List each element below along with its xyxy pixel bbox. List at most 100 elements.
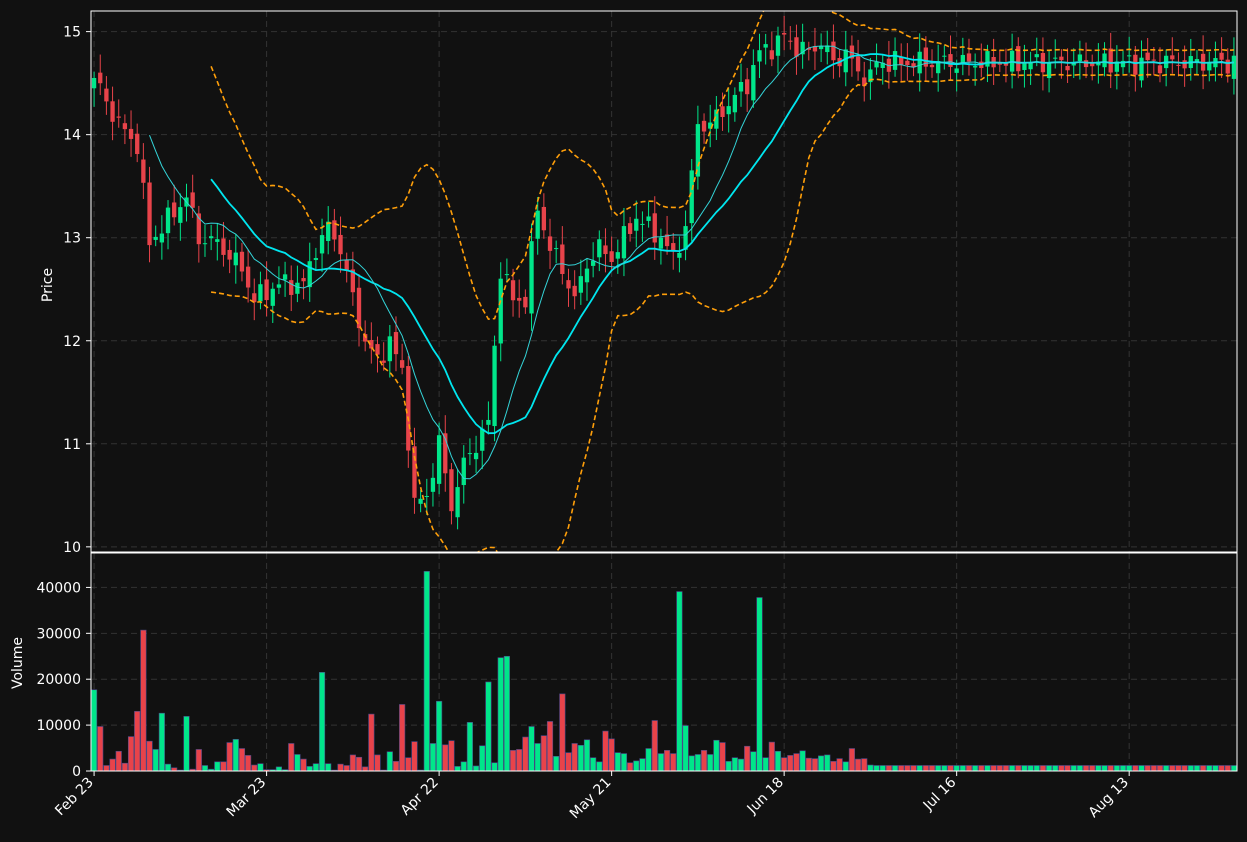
volume-bar [972,765,979,772]
volume-bar [479,745,486,772]
candle-body [899,57,904,65]
volume-bar [571,743,578,772]
volume-bar [245,755,252,772]
volume-bar [731,757,738,772]
candle-body [892,51,898,70]
candle-body [461,457,466,486]
candle-body [473,452,479,460]
candle-body [436,435,442,484]
candle-body [190,192,195,208]
candle-body [141,159,146,183]
candle-body [443,433,448,474]
volume-tick-label: 40000 [36,580,81,596]
volume-bar [97,726,104,772]
volume-bar [442,744,449,772]
volume-bar [602,730,609,772]
volume-bar [226,742,233,772]
candle-body [1090,62,1095,67]
price-tick-label: 11 [63,437,81,453]
candle-body [517,297,522,301]
candle-body [1114,61,1120,72]
candle-body [393,332,399,355]
volume-bar [620,753,628,772]
candle-body [584,268,590,283]
volume-bar [898,765,905,772]
candle-body [677,252,682,258]
volume-bar [288,743,295,772]
volume-bar [664,750,671,772]
candle-body [664,234,670,247]
candle-body [818,45,824,50]
candle-body [91,77,97,89]
candle-body [547,236,553,251]
volume-bar [793,753,800,772]
candle-body [960,54,965,65]
volume-bar [158,712,165,772]
volume-bar [362,766,369,772]
volume-bar [553,756,560,772]
candle-body [1194,59,1200,62]
volume-bar [577,744,584,772]
volume-bar [811,758,819,772]
volume-bar [627,762,634,772]
candle-body [831,41,836,61]
volume-bar [1095,765,1102,772]
candle-body [1028,61,1033,70]
volume-bar [947,765,954,772]
volume-bar [1132,765,1139,772]
candle-body [849,45,855,59]
candle-body [295,282,300,294]
candle-body [486,419,491,425]
candle-body [252,293,257,303]
candle-body [781,33,787,35]
candle-body [289,280,294,295]
volume-bar [916,765,923,772]
candle-body [1083,60,1089,68]
volume-bar [1200,765,1207,772]
candle-body [646,216,651,221]
volume-bar [725,761,732,772]
candle-body [492,345,497,427]
volume-bar [1046,765,1053,772]
candle-body [806,47,811,50]
candle-body [738,81,744,92]
candle-body [1046,62,1052,79]
candle-body [122,123,128,130]
candle-body [732,94,738,113]
candle-body [270,288,275,306]
volume-bar [349,754,356,772]
candle-body [948,54,953,67]
volume-bar [941,765,948,772]
volume-bar [836,758,843,772]
volume-bar [275,766,282,772]
candle-body [319,235,325,254]
volume-bar [910,765,917,772]
candle-body [554,248,559,250]
candle-body [1151,59,1156,61]
candle-body [276,284,282,288]
candle-body [800,41,805,55]
price-axis-title: Price [40,268,56,302]
volume-bar [885,765,892,772]
candle-body [418,498,423,504]
volume-bar [1002,765,1010,772]
volume-bar [109,758,116,772]
candle-body [997,62,1002,65]
volume-bar [867,764,874,772]
candle-body [615,252,620,259]
volume-bar [670,753,677,772]
volume-bar [115,750,122,772]
candle-body [751,65,756,101]
volume-bar [195,749,202,772]
volume-bar [1070,765,1077,772]
volume-bar [312,763,319,772]
price-tick-label: 13 [63,231,81,247]
candle-body [942,55,947,57]
candle-body [344,260,349,271]
candle-body [683,226,688,250]
price-panel: 10 11 12 13 14 15 [63,10,1238,556]
volume-bar [318,672,326,772]
candle-body [510,280,516,301]
candle-body [208,236,214,239]
